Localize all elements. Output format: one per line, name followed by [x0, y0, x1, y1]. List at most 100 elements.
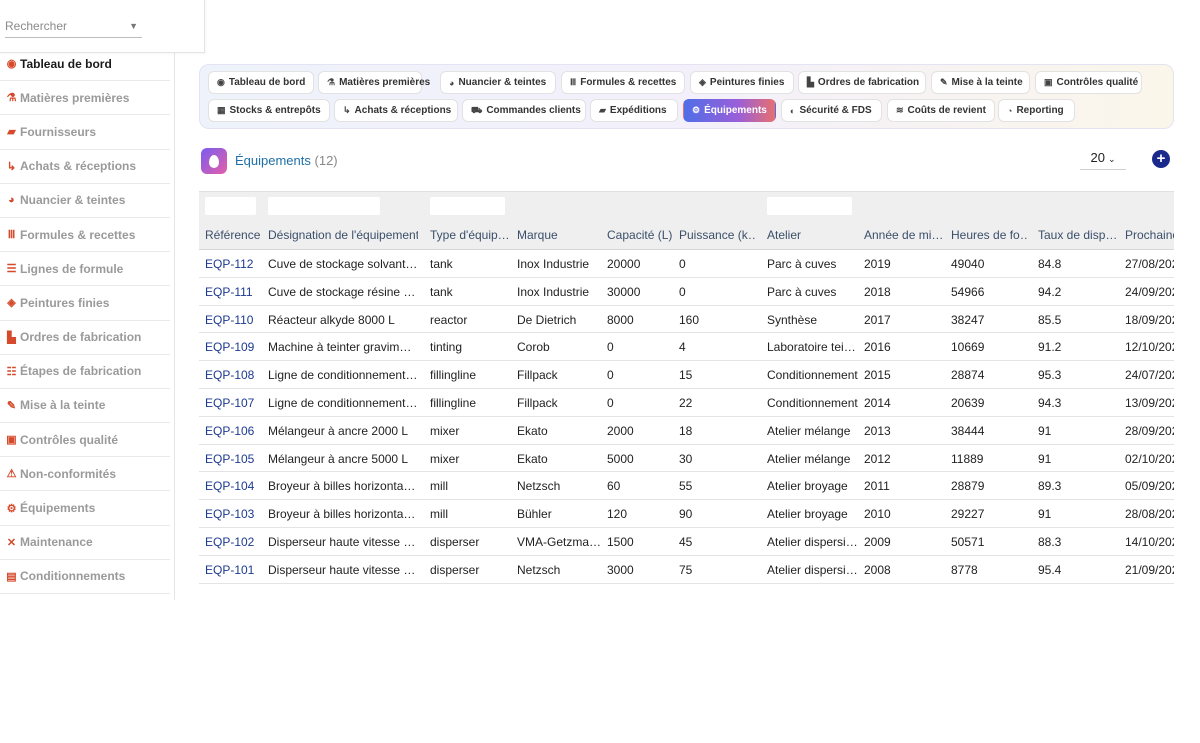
- column-header[interactable]: Puissance (k…: [679, 228, 757, 242]
- tab[interactable]: ≋ Coûts de revient: [887, 99, 995, 122]
- column-header[interactable]: Référence: [205, 228, 261, 242]
- table-row[interactable]: EQP-107 Ligne de conditionnement p… fillin…: [199, 389, 1174, 417]
- column-header[interactable]: Désignation de l'équipement: [268, 228, 418, 242]
- sidebar-item[interactable]: ☷ Étapes de fabrication: [0, 355, 170, 389]
- table-row[interactable]: EQP-102 Disperseur haute vitesse 15… dispe…: [199, 528, 1174, 556]
- sidebar-item[interactable]: ⚙ Équipements: [0, 491, 170, 526]
- tab[interactable]: ⛟ Commandes clients: [462, 99, 586, 122]
- sidebar-item[interactable]: ☰ Lignes de formule: [0, 252, 170, 287]
- reference-link[interactable]: EQP-104: [205, 479, 255, 494]
- table-cell: 29227: [951, 507, 985, 522]
- sidebar-item[interactable]: Ⅲ Formules & recettes: [0, 218, 170, 253]
- table-cell: mixer: [430, 423, 460, 438]
- tab[interactable]: ▙ Ordres de fabrication: [798, 71, 926, 94]
- table-row[interactable]: EQP-105 Mélangeur à ancre 5000 L mixer Ekat…: [199, 445, 1174, 473]
- add-record-button[interactable]: +: [1152, 150, 1170, 168]
- reference-link[interactable]: EQP-111: [205, 284, 253, 299]
- truck-icon: ▰: [599, 105, 606, 115]
- gears-icon: ⚙: [692, 105, 701, 115]
- sidebar-item[interactable]: ◉ Tableau de bord: [0, 47, 170, 82]
- table-cell: Netzsch: [517, 562, 561, 577]
- column-header[interactable]: Capacité (L): [607, 228, 673, 242]
- chevron-down-icon[interactable]: ▼: [129, 21, 138, 31]
- filter-designation-input[interactable]: [268, 197, 380, 215]
- table-cell: 94.2: [1038, 284, 1062, 299]
- sidebar-item[interactable]: ✎ Mise à la teinte: [0, 389, 170, 424]
- tab[interactable]: ◐ Sécurité & FDS: [781, 99, 882, 122]
- palette-icon: ◕: [449, 77, 455, 88]
- page-size-select[interactable]: 20 ⌄: [1080, 148, 1126, 170]
- sidebar-item[interactable]: ✕ Maintenance: [0, 526, 170, 560]
- table-row[interactable]: EQP-106 Mélangeur à ancre 2000 L mixer Ekat…: [199, 417, 1174, 445]
- table-row[interactable]: EQP-110 Réacteur alkyde 8000 L reactor De D…: [199, 306, 1174, 334]
- reference-link[interactable]: EQP-108: [205, 368, 255, 383]
- tab[interactable]: ✎ Mise à la teinte: [931, 71, 1030, 94]
- filter-atelier-input[interactable]: [767, 197, 852, 215]
- column-header[interactable]: Marque: [517, 228, 558, 242]
- table-row[interactable]: EQP-103 Broyeur à billes horizontal 1… mil…: [199, 500, 1174, 528]
- reference-link[interactable]: EQP-106: [205, 423, 255, 438]
- list-icon: ☰: [6, 263, 17, 276]
- reference-link[interactable]: EQP-110: [205, 312, 254, 327]
- column-header[interactable]: Année de mi…: [864, 228, 942, 242]
- tab[interactable]: ▦ Stocks & entrepôts: [208, 99, 330, 122]
- table-cell: 2017: [864, 312, 891, 327]
- table-cell: 88.3: [1038, 535, 1062, 549]
- table-row[interactable]: EQP-101 Disperseur haute vitesse 30… dispe…: [199, 556, 1174, 584]
- column-header[interactable]: Type d'équip…: [430, 228, 508, 242]
- table-row[interactable]: EQP-108 Ligne de conditionnement fû… filli…: [199, 361, 1174, 389]
- sidebar-item[interactable]: ▤ Conditionnements: [0, 560, 170, 594]
- sidebar-item[interactable]: ↳ Achats & réceptions: [0, 150, 170, 184]
- tab[interactable]: ↳ Achats & réceptions: [334, 99, 458, 122]
- reference-link[interactable]: EQP-101: [205, 562, 255, 577]
- table-cell: 38247: [951, 312, 985, 327]
- column-header[interactable]: Prochaine: [1125, 228, 1174, 242]
- reference-link[interactable]: EQP-103: [205, 507, 255, 522]
- table-row[interactable]: EQP-112 Cuve de stockage solvant 2… tank In…: [199, 250, 1174, 278]
- tab[interactable]: ⚗ Matières premières: [318, 71, 430, 94]
- sidebar-item[interactable]: ▙ Ordres de fabrication: [0, 321, 170, 355]
- tab[interactable]: ◈ Peintures finies: [690, 71, 794, 94]
- tab[interactable]: ◕ Nuancier & teintes: [440, 71, 556, 94]
- sidebar-item[interactable]: ⚠ Non-conformités: [0, 457, 170, 492]
- table-row[interactable]: EQP-111 Cuve de stockage résine 30… tank In…: [199, 278, 1174, 306]
- sidebar-nav: ◉ Tableau de bord ⚗ Matières premières ▰ Four…: [0, 47, 170, 594]
- column-header[interactable]: Atelier: [767, 228, 802, 242]
- reference-link[interactable]: EQP-105: [205, 451, 255, 466]
- tab[interactable]: ▰ Expéditions: [590, 99, 678, 122]
- sidebar-item[interactable]: ▣ Contrôles qualité: [0, 423, 170, 458]
- table-cell: 2015: [864, 368, 891, 383]
- tab[interactable]: ▣ Contrôles qualité: [1035, 71, 1142, 94]
- reference-link[interactable]: EQP-107: [205, 396, 255, 410]
- table-row[interactable]: EQP-104 Broyeur à billes horizontal 6… mil…: [199, 472, 1174, 501]
- sidebar-item-label: Maintenance: [20, 535, 93, 550]
- table-cell: Disperseur haute vitesse 15…: [268, 535, 418, 549]
- clipboard-check-icon: ▣: [1044, 77, 1053, 87]
- reference-link[interactable]: EQP-109: [205, 340, 255, 355]
- tab[interactable]: ⚙ Équipements: [683, 99, 776, 122]
- table-cell: Machine à teinter gravimétri…: [268, 340, 418, 355]
- sidebar-item[interactable]: ⚗ Matières premières: [0, 81, 170, 116]
- reference-link[interactable]: EQP-102: [205, 535, 255, 549]
- table-cell: 12/10/202: [1125, 340, 1174, 355]
- table-cell: De Dietrich: [517, 312, 577, 327]
- table-cell: fillingline: [430, 368, 477, 383]
- column-header[interactable]: Taux de disp…: [1038, 228, 1116, 242]
- table-cell: 84.8: [1038, 257, 1062, 271]
- table-cell: Réacteur alkyde 8000 L: [268, 312, 395, 327]
- sidebar-item[interactable]: ◈ Peintures finies: [0, 286, 170, 321]
- tab[interactable]: ◔ Reporting: [998, 99, 1075, 122]
- search-input[interactable]: Rechercher ▼: [5, 16, 142, 38]
- filter-reference-input[interactable]: [205, 197, 256, 215]
- tab-label: Ordres de fabrication: [817, 77, 920, 88]
- tab[interactable]: Ⅲ Formules & recettes: [561, 71, 685, 94]
- filter-type-input[interactable]: [430, 197, 505, 215]
- reference-link[interactable]: EQP-112: [205, 257, 254, 271]
- table-row[interactable]: EQP-109 Machine à teinter gravimétri… tint…: [199, 333, 1174, 362]
- sidebar-item[interactable]: ◕ Nuancier & teintes: [0, 184, 170, 218]
- table-cell: 28879: [951, 479, 985, 494]
- table-cell: Ligne de conditionnement p…: [268, 396, 418, 410]
- tab[interactable]: ◉ Tableau de bord: [208, 71, 314, 94]
- column-header[interactable]: Heures de fo…: [951, 228, 1029, 242]
- sidebar-item[interactable]: ▰ Fournisseurs: [0, 115, 170, 150]
